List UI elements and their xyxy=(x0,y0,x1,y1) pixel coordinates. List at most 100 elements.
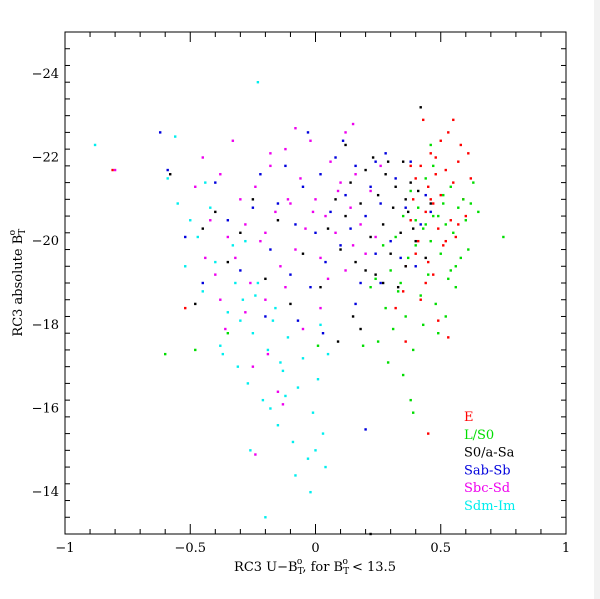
point-sdm-im xyxy=(284,394,287,398)
point-sdm-im xyxy=(214,260,217,264)
point-s0-a-sa xyxy=(371,156,375,159)
y-tick-label: −14 xyxy=(32,485,59,500)
point-sab-sb xyxy=(184,235,187,239)
point-sab-sb xyxy=(379,281,382,285)
point-sab-sb xyxy=(384,152,387,155)
point-sbc-sd xyxy=(244,223,247,226)
point-l-s0 xyxy=(452,231,455,234)
point-s0-a-sa xyxy=(419,106,422,109)
point-s0-a-sa xyxy=(429,202,432,205)
point-e xyxy=(409,164,412,168)
point-sab-sb xyxy=(389,239,392,243)
point-e xyxy=(467,152,470,155)
point-l-s0 xyxy=(424,223,427,226)
point-l-s0 xyxy=(442,202,445,205)
x-tick-label: 1 xyxy=(562,541,570,556)
point-s0-a-sa xyxy=(386,160,390,163)
point-sbc-sd xyxy=(264,298,267,301)
point-sdm-im xyxy=(201,290,204,293)
point-l-s0 xyxy=(376,340,380,343)
x-axis-label-mid-sub: T xyxy=(343,567,349,577)
point-sab-sb xyxy=(429,210,432,214)
point-s0-a-sa xyxy=(391,206,395,209)
point-sbc-sd xyxy=(351,122,355,126)
point-sdm-im xyxy=(301,357,305,360)
point-l-s0 xyxy=(429,143,432,147)
point-sbc-sd xyxy=(311,210,315,214)
point-s0-a-sa xyxy=(406,210,410,214)
point-sbc-sd xyxy=(226,235,230,239)
point-sbc-sd xyxy=(374,235,377,239)
x-tick-label: −0.5 xyxy=(174,541,206,556)
point-l-s0 xyxy=(444,223,447,226)
point-s0-a-sa xyxy=(334,198,337,201)
point-l-s0 xyxy=(449,269,452,272)
point-e xyxy=(452,181,455,184)
point-sdm-im xyxy=(236,365,240,368)
point-e xyxy=(442,244,445,247)
point-sdm-im xyxy=(271,319,275,322)
point-e xyxy=(427,185,430,188)
point-s0-a-sa xyxy=(214,210,217,214)
point-l-s0 xyxy=(389,269,392,272)
point-l-s0 xyxy=(361,344,365,347)
point-sbc-sd xyxy=(334,231,337,234)
point-l-s0 xyxy=(454,285,457,289)
point-sab-sb xyxy=(419,223,422,226)
point-sdm-im xyxy=(196,235,199,239)
point-e xyxy=(459,143,462,147)
point-sbc-sd xyxy=(344,131,347,134)
y-axis-label: RC3 absolute BTo xyxy=(8,229,28,337)
point-s0-a-sa xyxy=(394,185,397,188)
point-sab-sb xyxy=(344,193,347,197)
point-sbc-sd xyxy=(276,390,280,393)
point-l-s0 xyxy=(437,214,440,218)
point-sbc-sd xyxy=(219,298,222,301)
point-l-s0 xyxy=(467,248,470,251)
point-sdm-im xyxy=(279,361,282,364)
point-l-s0 xyxy=(406,256,410,260)
point-sbc-sd xyxy=(354,173,357,176)
point-sdm-im xyxy=(269,407,272,410)
x-axis-label-main: RC3 U−B xyxy=(234,560,298,575)
point-sdm-im xyxy=(234,281,237,285)
axis-ticks xyxy=(64,31,567,535)
point-s0-a-sa xyxy=(424,256,427,260)
point-sdm-im xyxy=(256,281,260,285)
point-s0-a-sa xyxy=(417,189,420,193)
point-sbc-sd xyxy=(299,177,302,180)
point-e xyxy=(409,219,412,222)
point-e xyxy=(444,239,447,243)
point-sdm-im xyxy=(93,143,97,147)
point-e xyxy=(427,260,430,264)
point-e xyxy=(394,306,397,310)
point-sbc-sd xyxy=(231,139,235,142)
point-s0-a-sa xyxy=(289,302,292,306)
point-sab-sb xyxy=(201,281,204,285)
point-sdm-im xyxy=(266,348,270,352)
point-sab-sb xyxy=(284,164,287,168)
point-s0-a-sa xyxy=(404,265,407,268)
point-sab-sb xyxy=(354,302,357,306)
point-l-s0 xyxy=(477,210,480,214)
point-sab-sb xyxy=(354,164,357,168)
point-s0-a-sa xyxy=(359,327,362,331)
point-l-s0 xyxy=(462,198,465,201)
point-sab-sb xyxy=(321,332,325,335)
point-e xyxy=(411,198,415,201)
point-sab-sb xyxy=(269,248,272,251)
point-sbc-sd xyxy=(326,277,330,281)
point-sbc-sd xyxy=(254,185,257,188)
point-e xyxy=(419,164,422,168)
point-sbc-sd xyxy=(379,164,382,168)
point-sab-sb xyxy=(404,206,407,209)
legend-entry: Sdm-Im xyxy=(464,499,515,514)
point-s0-a-sa xyxy=(319,285,322,289)
point-sbc-sd xyxy=(209,219,212,222)
point-l-s0 xyxy=(472,181,475,184)
point-e xyxy=(457,223,460,226)
point-s0-a-sa xyxy=(354,260,357,264)
point-l-s0 xyxy=(464,219,467,222)
point-s0-a-sa xyxy=(359,202,362,205)
point-sbc-sd xyxy=(284,285,287,289)
